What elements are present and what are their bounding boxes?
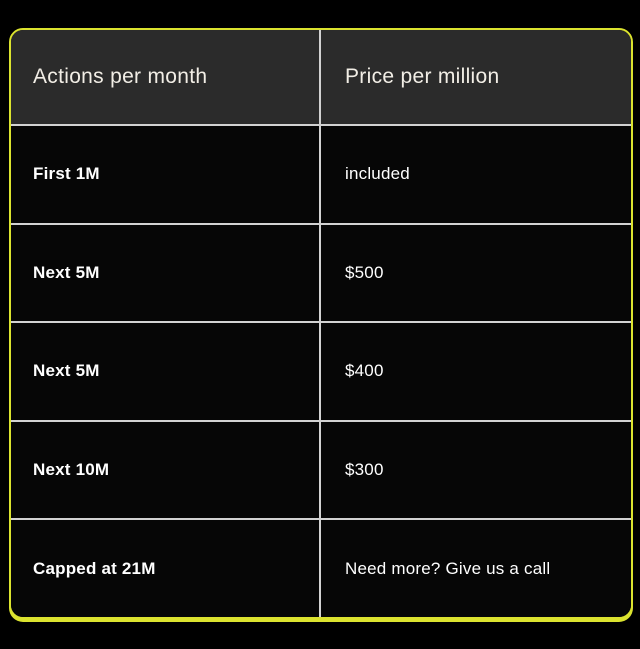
tier-label: Next 5M bbox=[33, 361, 100, 381]
price-value: $500 bbox=[345, 262, 384, 282]
pricing-table: Actions per month Price per million Firs… bbox=[9, 28, 633, 619]
price-cell: $500 bbox=[321, 225, 631, 322]
tier-cell: Capped at 21M bbox=[11, 520, 321, 617]
tier-label: First 1M bbox=[33, 164, 100, 184]
header-cell-actions-per-month: Actions per month bbox=[11, 30, 321, 124]
price-cell: included bbox=[321, 126, 631, 223]
tier-label: Capped at 21M bbox=[33, 558, 156, 578]
table-row: Capped at 21M Need more? Give us a call bbox=[11, 520, 631, 617]
tier-cell: Next 5M bbox=[11, 323, 321, 420]
table-header-row: Actions per month Price per million bbox=[11, 30, 631, 126]
header-label-price: Price per million bbox=[345, 65, 500, 88]
price-cell: Need more? Give us a call bbox=[321, 520, 631, 617]
tier-label: Next 5M bbox=[33, 262, 100, 282]
price-value: $300 bbox=[345, 460, 384, 480]
table-row: First 1M included bbox=[11, 126, 631, 225]
tier-cell: First 1M bbox=[11, 126, 321, 223]
header-cell-price-per-million: Price per million bbox=[321, 30, 631, 124]
price-value: included bbox=[345, 164, 410, 184]
price-value: Need more? Give us a call bbox=[345, 558, 551, 578]
tier-label: Next 10M bbox=[33, 460, 110, 480]
price-cell: $300 bbox=[321, 422, 631, 519]
tier-cell: Next 5M bbox=[11, 224, 321, 322]
table-row: Next 5M $400 bbox=[11, 323, 631, 422]
price-cell: $400 bbox=[321, 323, 631, 420]
tier-cell: Next 10M bbox=[11, 421, 321, 519]
table-row: Next 10M $300 bbox=[11, 421, 631, 521]
header-label-actions: Actions per month bbox=[33, 65, 208, 88]
price-value: $400 bbox=[345, 361, 384, 381]
table-row: Next 5M $500 bbox=[11, 224, 631, 324]
